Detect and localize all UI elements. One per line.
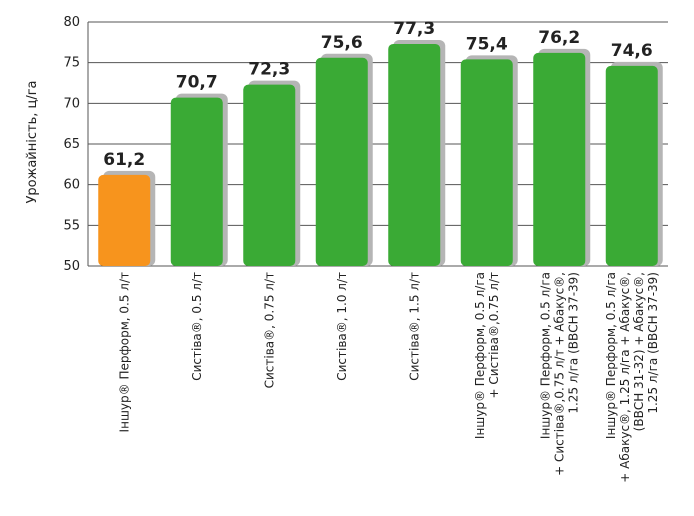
category-label-line: + Систіва®,0.75 л/т: [487, 272, 501, 398]
category-label-line: Систіва®, 0.75 л/т: [262, 272, 276, 388]
category-label: Систіва®, 1.5 л/т: [407, 272, 421, 381]
data-label: 76,2: [538, 28, 580, 48]
data-label: 75,4: [466, 34, 508, 54]
bar: [605, 65, 658, 266]
category-label: Іншур® Перформ, 0.5 л/га + Систіва®,0.75 …: [473, 272, 501, 439]
category-label: Систіва®, 0.75 л/т: [262, 272, 276, 388]
category-label-line: + Абакус®, 1.25 л/га + Абакус®,: [618, 272, 632, 483]
y-tick-label: 70: [63, 96, 80, 111]
category-label: Іншур® Перформ, 0.5 л/га + Систіва®,0.75 …: [538, 272, 580, 476]
bar: [533, 52, 586, 267]
category-label: Іншур® Перформ, 0.5 л/т: [117, 272, 131, 432]
bar: [460, 59, 513, 267]
category-label-line: Іншур® Перформ, 0.5 л/га: [473, 272, 487, 439]
category-labels: Іншур® Перформ, 0.5 л/т Систіва®, 0.5 л/т…: [117, 272, 660, 483]
data-labels: 61,2 70,7 72,3 75,6 77,3 75,4 76,2 74,6: [103, 19, 652, 170]
bar: [315, 57, 368, 266]
data-label: 74,6: [611, 41, 653, 61]
data-label: 77,3: [393, 19, 435, 39]
y-axis-label: Урожайність, ц/га: [25, 80, 40, 203]
data-label: 75,6: [321, 33, 363, 53]
category-label-line: Іншур® Перформ, 0.5 л/га: [604, 272, 618, 439]
bars: [98, 39, 663, 267]
bar: [170, 97, 223, 266]
category-label-line: Іншур® Перформ, 0.5 л/т: [117, 272, 131, 432]
y-tick-label: 75: [63, 56, 80, 71]
category-label-line: Систіва®, 1.0 л/т: [335, 272, 349, 381]
category-label-line: (ВВСН 31-32) + Абакус®,: [632, 272, 646, 431]
category-label-line: Іншур® Перформ, 0.5 л/га: [538, 272, 552, 439]
y-tick-label: 60: [63, 178, 80, 193]
category-label: Іншур® Перформ, 0.5 л/га + Абакус®, 1.25 …: [604, 272, 660, 483]
y-tick-label: 55: [63, 218, 80, 233]
category-label: Систіва®, 0.5 л/т: [190, 272, 204, 381]
bar: [243, 84, 296, 266]
category-label: Систіва®, 1.0 л/т: [335, 272, 349, 381]
bar: [98, 174, 151, 266]
data-label: 61,2: [103, 150, 145, 170]
y-tick-label: 50: [63, 259, 80, 274]
category-label-line: Систіва®, 1.5 л/т: [407, 272, 421, 381]
category-label-line: 1.25 л/га (ВВСН 37-39): [566, 272, 580, 414]
category-label-line: + Систіва®,0.75 л/т + Абакус®,: [552, 272, 566, 476]
y-tick-label: 80: [63, 15, 80, 30]
y-tick-label: 65: [63, 137, 80, 152]
y-tick-labels: 50 55 60 65 70 75 80: [63, 15, 80, 274]
data-label: 72,3: [248, 60, 290, 80]
category-label-line: Систіва®, 0.5 л/т: [190, 272, 204, 381]
category-label-line: 1.25 л/га (ВВСН 37-39): [646, 272, 660, 414]
data-label: 70,7: [176, 73, 218, 93]
bar: [388, 43, 441, 267]
